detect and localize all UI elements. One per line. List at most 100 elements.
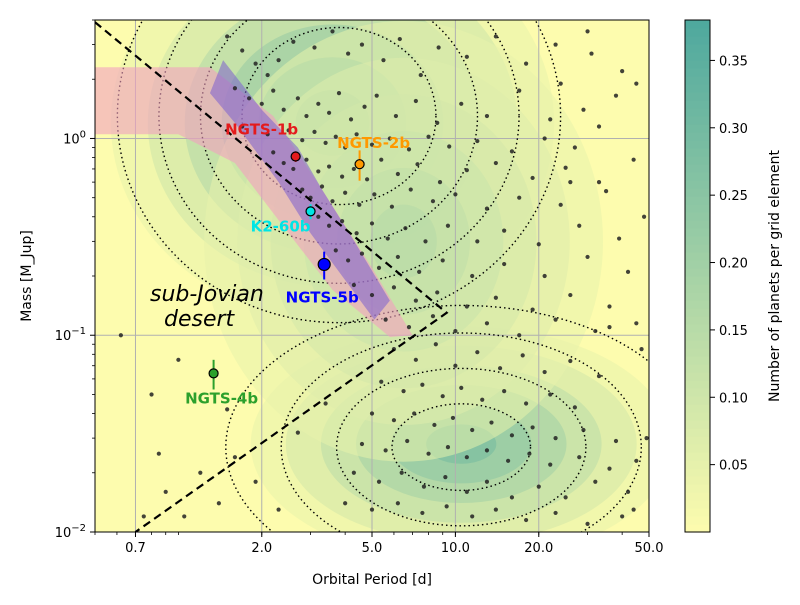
planet-point	[369, 507, 375, 512]
planet-point	[393, 113, 399, 119]
colorbar-step	[685, 396, 710, 405]
planet-point	[319, 184, 325, 189]
planet-point	[568, 180, 573, 185]
planet-point	[385, 236, 390, 241]
planet-point	[291, 39, 296, 44]
planet-point	[389, 204, 395, 209]
desert-band-pink	[95, 67, 413, 337]
planet-point	[141, 514, 146, 519]
planet-point	[391, 285, 397, 290]
planet-point	[553, 42, 558, 47]
planet-point	[276, 58, 281, 63]
planet-point	[502, 389, 507, 394]
planet-point	[240, 124, 245, 129]
planet-point	[118, 333, 123, 338]
planet-point	[527, 451, 532, 456]
planet-point	[453, 363, 458, 368]
planet-point	[333, 248, 338, 253]
colorbar-step	[685, 68, 710, 77]
colorbar-step	[685, 252, 710, 261]
contour-line	[280, 332, 642, 532]
planet-point	[596, 124, 602, 129]
planet-point	[357, 202, 362, 207]
planet-point	[395, 254, 400, 260]
colorbar-step	[685, 508, 710, 517]
planet-point	[607, 304, 612, 309]
planet-point	[447, 144, 452, 149]
planet-point	[276, 507, 281, 512]
planet-point	[493, 507, 498, 512]
colorbar-step	[685, 124, 710, 133]
planet-point	[413, 357, 418, 362]
planet-point	[523, 61, 529, 66]
planet-point	[530, 175, 535, 181]
colorbar-tick-label: 0.35	[719, 54, 748, 69]
colorbar-tick-label: 0.15	[719, 324, 748, 339]
colorbar-gradient	[685, 20, 710, 533]
y-axis-label: Mass [M_Jup]	[19, 230, 35, 322]
planet-point	[354, 231, 359, 236]
planet-point	[420, 382, 425, 387]
colorbar-step	[685, 380, 710, 389]
planet-point	[509, 495, 515, 500]
colorbar-step	[685, 364, 710, 373]
planet-point	[641, 214, 647, 219]
planet-point	[596, 373, 602, 379]
planet-point	[625, 489, 631, 494]
colorbar-step	[685, 220, 710, 229]
colorbar-step	[685, 20, 710, 29]
planet-point	[403, 226, 408, 231]
planet-point	[497, 366, 503, 371]
planet-point	[346, 51, 351, 56]
planet-point	[253, 61, 258, 66]
planet-point	[182, 514, 187, 519]
planet-point	[596, 180, 602, 185]
planet-point	[326, 110, 332, 115]
highlighted-planet-marker	[317, 257, 331, 272]
colorbar-step	[685, 348, 710, 357]
planet-point	[542, 273, 547, 279]
planet-point	[617, 236, 622, 241]
planet-point	[240, 48, 245, 53]
colorbar-step	[685, 308, 710, 317]
desert-label-line-1: sub-Jovian	[150, 282, 264, 307]
planet-point	[359, 441, 365, 447]
planet-point	[581, 107, 586, 112]
highlighted-planet-marker	[354, 159, 365, 170]
planet-point	[433, 342, 438, 347]
planet-point	[426, 451, 431, 456]
planet-point	[572, 145, 577, 150]
colorbar-step	[685, 156, 710, 165]
planet-point	[634, 321, 639, 326]
colorbar-step	[685, 44, 710, 53]
planet-point	[520, 353, 525, 358]
colorbar-tick-label: 0.25	[719, 189, 748, 204]
planet-point	[464, 168, 469, 173]
planet-point	[523, 517, 529, 523]
planet-label: NGTS-5b	[286, 288, 359, 306]
planet-point	[464, 455, 469, 460]
planet-point	[295, 96, 300, 101]
planet-point	[418, 72, 423, 78]
planet-point	[225, 407, 230, 412]
planet-point	[383, 448, 388, 453]
planet-point	[330, 29, 335, 34]
colorbar-step	[685, 276, 710, 285]
planet-point	[530, 307, 535, 312]
y-tick-label: 10−1	[55, 326, 86, 344]
planet-point	[493, 295, 498, 300]
planet-point	[450, 415, 456, 421]
planet-point	[379, 379, 384, 384]
planet-point	[542, 369, 547, 375]
planet-point	[464, 489, 469, 494]
x-axis-label: Orbital Period [d]	[312, 572, 432, 588]
colorbar-step	[685, 260, 710, 269]
colorbar-tick-label: 0.05	[719, 459, 748, 474]
planet-point	[397, 36, 402, 42]
planet-point	[312, 129, 317, 134]
planet-label: NGTS-1b	[225, 120, 298, 138]
desert-annotation: sub-Jovian desert	[150, 282, 264, 332]
colorbar-step	[685, 356, 710, 365]
planet-point	[395, 171, 400, 177]
